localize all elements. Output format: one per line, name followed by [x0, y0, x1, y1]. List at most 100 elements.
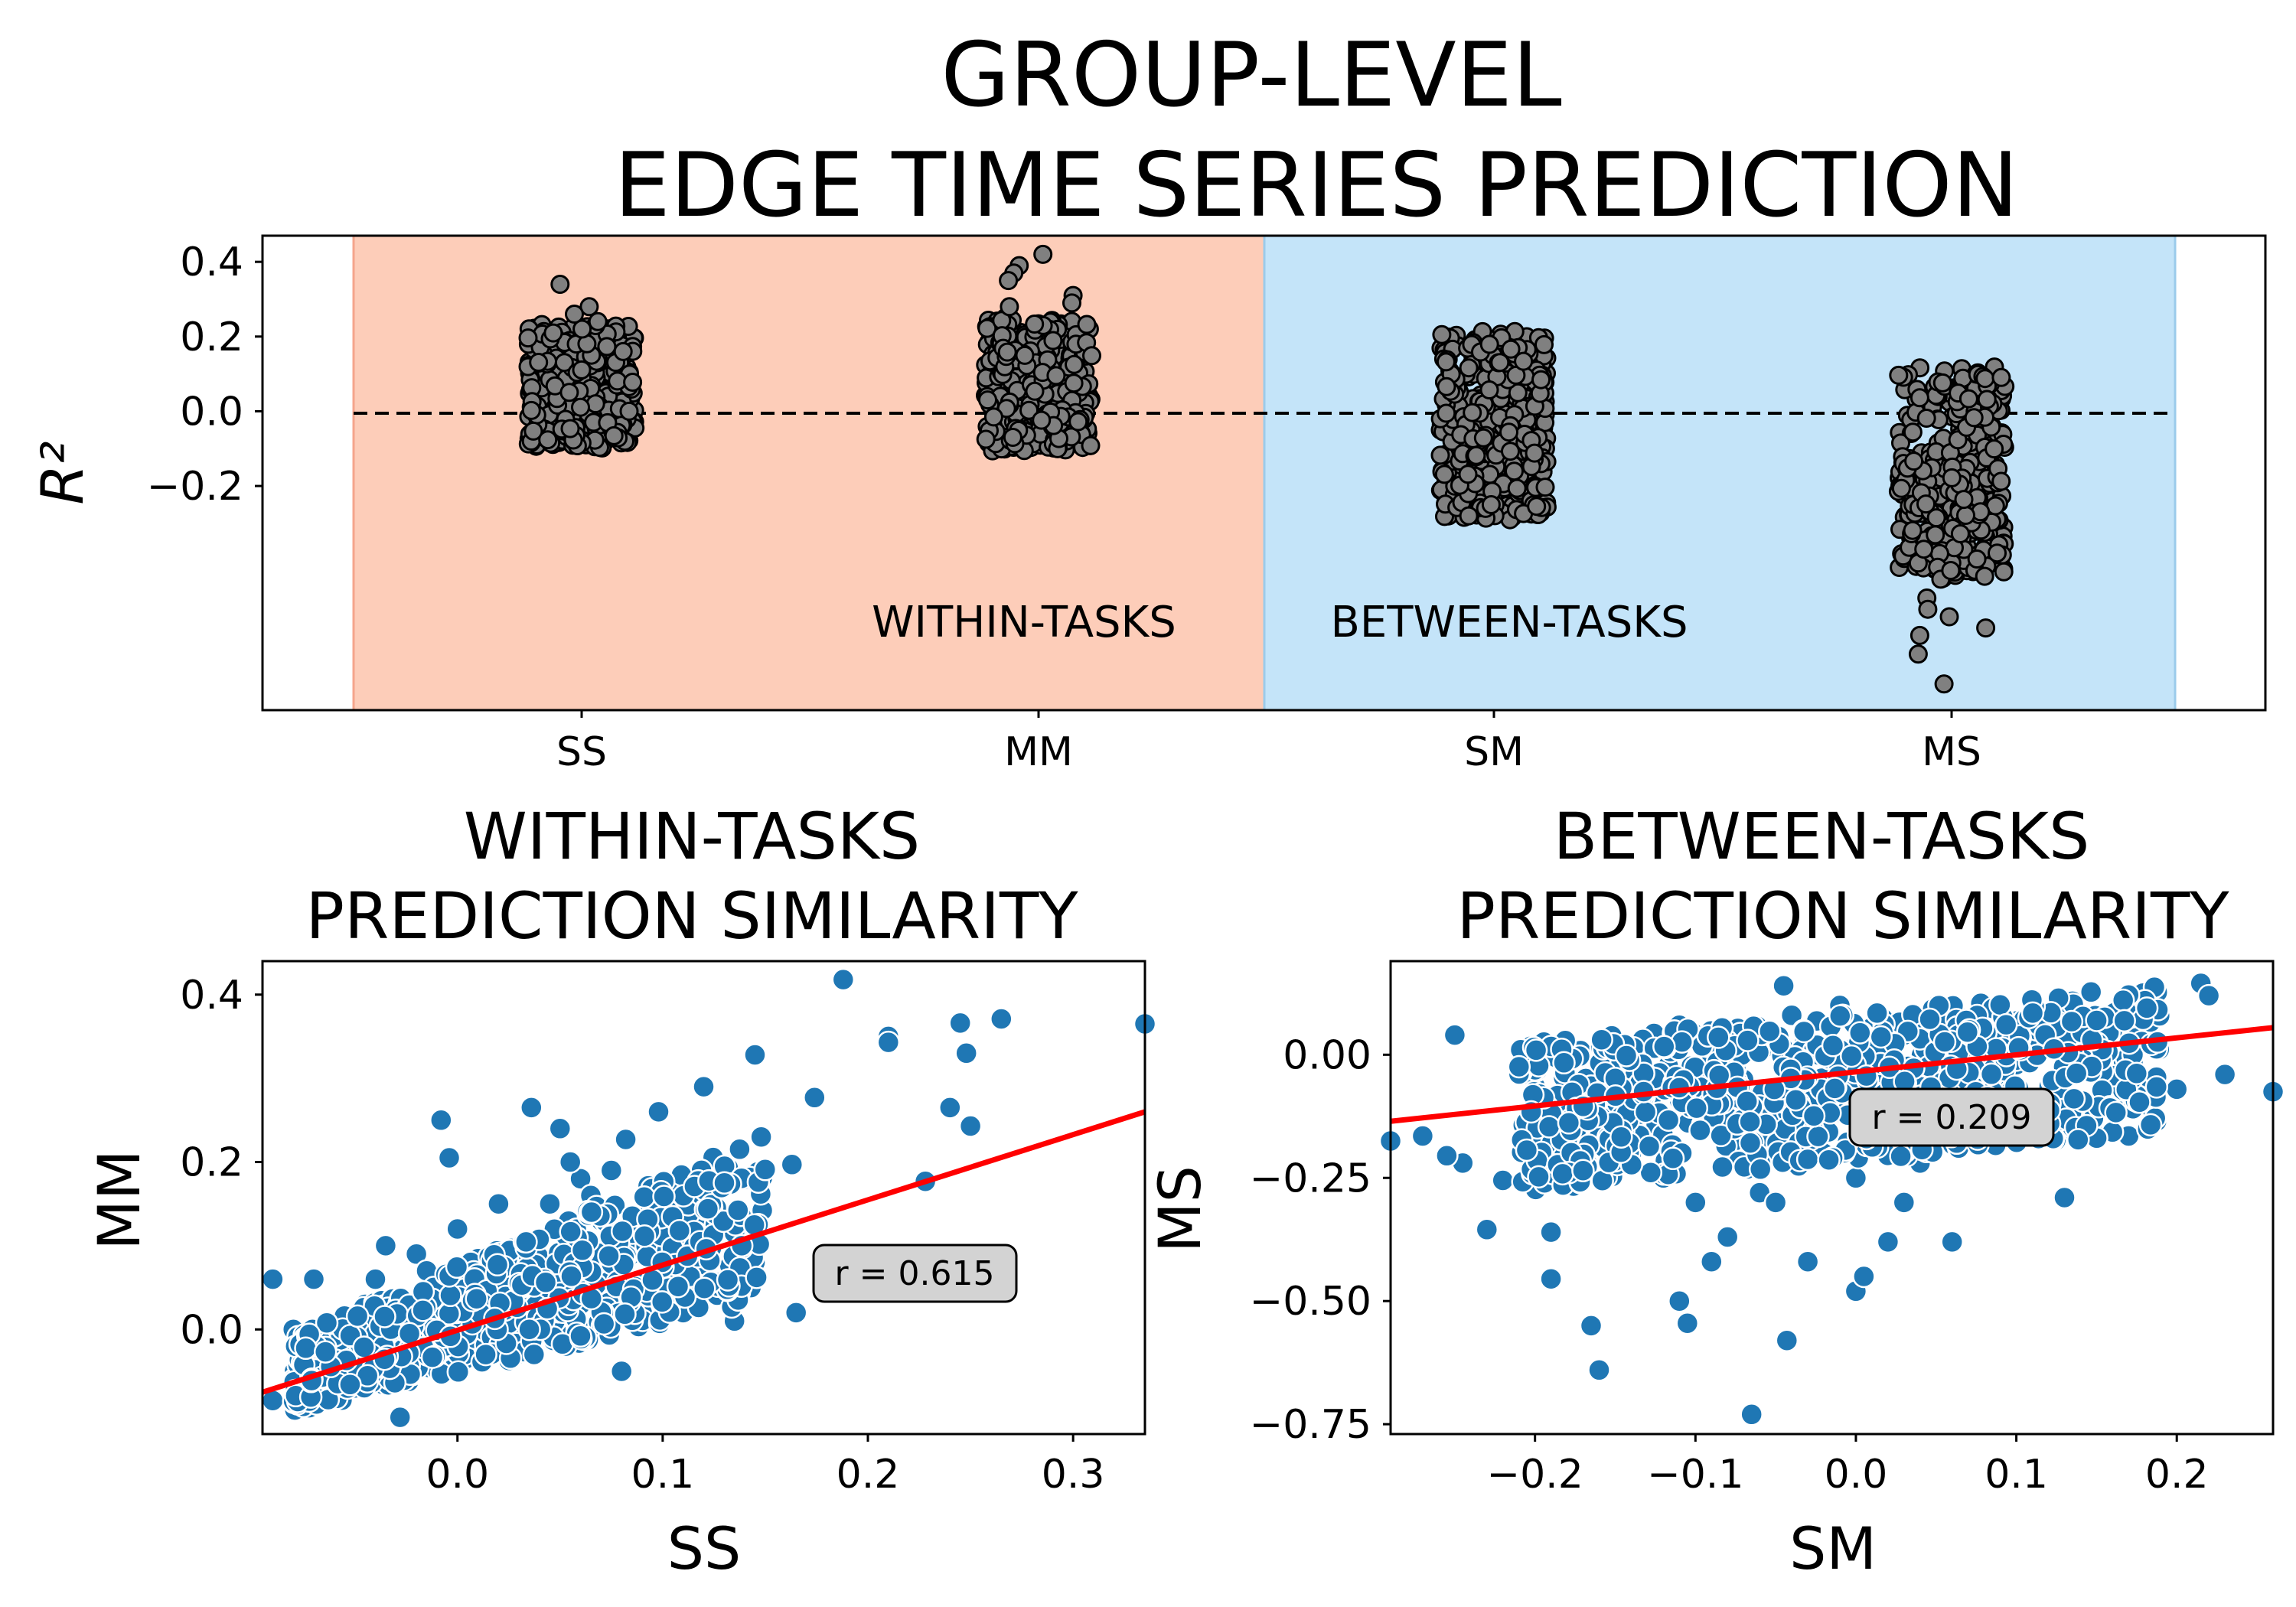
scatter-point — [485, 1253, 510, 1277]
scatter-point — [592, 1312, 616, 1336]
strip-point-sm — [1535, 478, 1555, 497]
strip-point-ss — [550, 275, 570, 294]
strip-point-sm — [1437, 403, 1456, 423]
scatter-point — [1940, 1230, 1964, 1254]
scatter-point — [610, 1219, 634, 1244]
between-tasks-scatter-panel: BETWEEN-TASKS PREDICTION SIMILARITY r = … — [1146, 799, 2285, 1583]
scatter-point — [1539, 1266, 1563, 1291]
within-scatter-title-line2: PREDICTION SIMILARITY — [305, 878, 1078, 953]
scatter-point — [716, 1268, 740, 1292]
strip-point-ms — [1891, 478, 1911, 498]
strip-point-ss — [613, 341, 633, 361]
strip-point-ss — [572, 319, 592, 339]
scatter-point — [1668, 1289, 1691, 1313]
scatter-point — [1551, 1162, 1574, 1186]
scatter-point — [1806, 1124, 1830, 1149]
scatter-point — [1524, 1038, 1548, 1062]
scatter-point — [2144, 1075, 2169, 1099]
scatter-point — [2111, 988, 2135, 1012]
scatter-point — [1475, 1217, 1499, 1242]
scatter-point — [1848, 1021, 1872, 1045]
strip-point-ms — [1916, 494, 1936, 514]
strip-point-sm — [1434, 464, 1454, 484]
scatter-point — [1865, 1001, 1889, 1025]
scatter-point — [1735, 1090, 1759, 1113]
scatter-point — [599, 1159, 624, 1182]
strip-point-ss — [623, 373, 643, 392]
y-tick-label: −0.25 — [1250, 1156, 1371, 1201]
scatter-point — [938, 1096, 962, 1120]
y-tick-label: 0.4 — [180, 973, 243, 1019]
scatter-point — [1637, 1134, 1662, 1159]
y-tick-label: 0.00 — [1283, 1032, 1371, 1078]
scatter-point — [632, 1224, 657, 1248]
scatter-point — [692, 1074, 716, 1099]
between-x-ticks: −0.2 −0.1 0.0 0.1 0.2 — [1487, 1434, 2209, 1498]
between-tasks-band — [1263, 234, 2177, 712]
strip-point-ms — [1903, 520, 1923, 540]
scatter-point — [1557, 1111, 1581, 1135]
strip-point-sm — [1501, 442, 1520, 461]
scatter-point — [1688, 1118, 1712, 1143]
within-x-ticks: 0.0 0.1 0.2 0.3 — [426, 1434, 1105, 1498]
strip-point-sm — [1463, 403, 1482, 422]
scatter-point — [1715, 1225, 1740, 1249]
scatter-point — [404, 1242, 429, 1266]
scatter-point — [831, 967, 856, 992]
strip-point-sm — [1479, 380, 1499, 399]
y-tick-label: 0.0 — [180, 1307, 243, 1353]
strip-point-mm — [977, 318, 997, 338]
strip-point-sm — [1459, 358, 1479, 378]
between-tasks-label: BETWEEN-TASKS — [1330, 598, 1688, 647]
scatter-point — [1889, 1144, 1913, 1169]
scatter-point — [1491, 1169, 1515, 1192]
scatter-point — [1537, 1115, 1561, 1139]
scatter-point — [429, 1108, 453, 1133]
scatter-point — [1918, 1007, 1942, 1032]
scatter-point — [558, 1150, 582, 1174]
strip-point-ss — [554, 353, 574, 373]
strip-point-mm — [1025, 315, 1045, 334]
strip-y-axis-label: R² — [28, 441, 96, 504]
strip-point-sm — [1458, 464, 1478, 484]
scatter-point — [1633, 1100, 1658, 1124]
scatter-point — [1979, 1062, 2004, 1087]
scatter-point — [1763, 1191, 1788, 1214]
strip-x-tick-label: MS — [1922, 729, 1981, 775]
scatter-point — [538, 1191, 562, 1216]
scatter-point — [743, 1043, 767, 1067]
strip-point-ms — [1941, 561, 1961, 580]
strip-point-sm — [1436, 352, 1456, 372]
scatter-point — [1571, 1159, 1595, 1182]
strip-plot-panel: WITHIN-TASKS BETWEEN-TASKS 0.4 0.2 0.0 −0.2… — [28, 234, 2267, 775]
strip-point-sm — [1490, 353, 1510, 373]
strip-point-ms — [1904, 451, 1924, 471]
strip-point-mm — [976, 429, 996, 449]
scatter-point — [958, 1114, 983, 1138]
within-scatter-title-line1: WITHIN-TASKS — [464, 799, 921, 874]
scatter-point — [1539, 1220, 1563, 1244]
scatter-point — [465, 1286, 488, 1311]
strip-point-ms — [1903, 422, 1923, 442]
scatter-point — [1738, 1131, 1763, 1155]
strip-points — [518, 244, 2015, 694]
between-x-axis-label: SM — [1789, 1514, 1877, 1583]
scatter-point — [487, 1191, 510, 1216]
within-tasks-scatter-panel: WITHIN-TASKS PREDICTION SIMILARITY r = 0… — [85, 799, 1157, 1583]
strip-point-sm — [1514, 351, 1534, 371]
strip-point-sm — [1481, 495, 1501, 514]
scatter-point — [2085, 1009, 2108, 1032]
x-tick-label: −0.1 — [1647, 1452, 1743, 1498]
scatter-point — [1748, 1157, 1773, 1182]
strip-point-ms — [1958, 389, 1978, 409]
x-tick-label: 0.3 — [1042, 1452, 1105, 1498]
scatter-point — [1740, 1403, 1763, 1426]
strip-point-mm — [1068, 412, 1088, 432]
scatter-point — [559, 1220, 582, 1244]
scatter-point — [876, 1030, 901, 1054]
within-y-axis-label: MM — [85, 1149, 153, 1250]
strip-point-ss — [565, 305, 584, 324]
strip-point-ms — [1991, 367, 2011, 387]
strip-point-ms — [1967, 549, 1987, 569]
